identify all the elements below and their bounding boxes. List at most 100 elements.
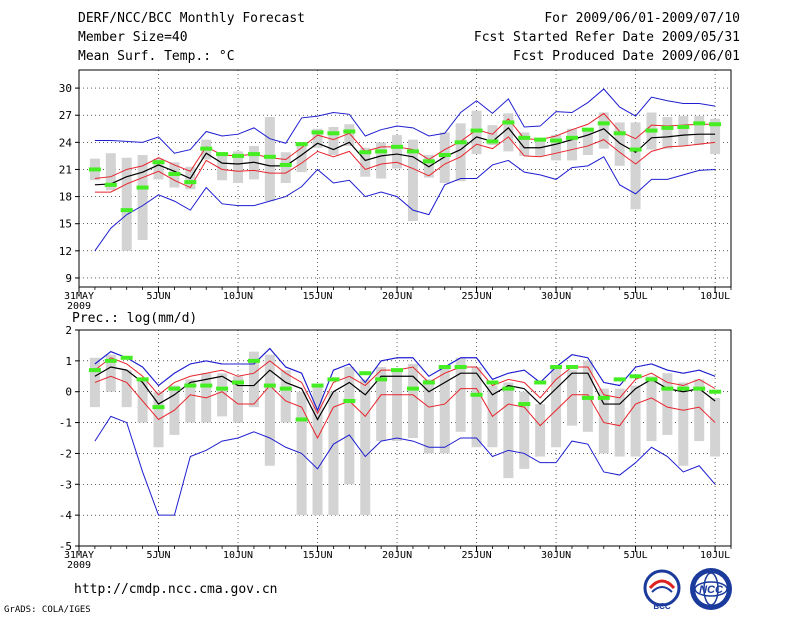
observation-mean-marker: [518, 135, 531, 140]
observation-mean-marker: [565, 135, 578, 140]
observation-mean-marker: [391, 368, 404, 373]
observation-mean-marker: [88, 368, 101, 373]
forecast-range-label: For 2009/06/01-2009/07/10: [544, 11, 740, 26]
lower-spread-line: [94, 375, 716, 440]
observation-range-bar: [535, 404, 546, 457]
observation-range-bar: [360, 147, 371, 177]
variable-label: Mean Surf. Temp.: °C: [78, 49, 235, 64]
observation-mean-marker: [454, 140, 467, 145]
observation-range-bar: [455, 357, 466, 432]
observation-mean-marker: [391, 144, 404, 149]
observation-mean-marker: [168, 386, 181, 391]
fcst-started-label: Fcst Started Refer Date 2009/05/31: [473, 30, 740, 45]
observation-mean-marker: [406, 386, 419, 391]
observation-mean-marker: [232, 153, 245, 158]
member-size-label: Member Size=40: [78, 30, 188, 45]
x-tick-label: 25JUN: [462, 291, 492, 302]
observation-range-bar: [423, 379, 434, 454]
observation-range-bar: [344, 124, 355, 146]
observation-range-bar: [614, 388, 625, 457]
y-tick-label: 9: [65, 272, 72, 285]
observation-mean-marker: [613, 377, 626, 382]
observation-range-bar: [662, 117, 673, 149]
y-tick-label: -3: [59, 478, 72, 491]
observation-range-bar: [360, 379, 371, 516]
observation-range-bar: [598, 112, 609, 149]
observation-mean-marker: [359, 150, 372, 155]
observation-range-bar: [678, 382, 689, 466]
observation-range-bar: [471, 367, 482, 448]
lower-spread-line: [94, 136, 716, 193]
observation-range-bar: [312, 385, 323, 516]
observation-range-bar: [105, 354, 116, 392]
observation-range-bar: [582, 127, 593, 155]
plot-frame: [78, 329, 732, 547]
observation-range-bar: [519, 132, 530, 156]
y-tick-label: 21: [59, 163, 72, 176]
x-tick-label: 30JUN: [541, 291, 571, 302]
observation-range-bar: [694, 379, 705, 442]
observation-mean-marker: [327, 131, 340, 136]
observation-mean-marker: [152, 160, 165, 165]
observation-mean-marker: [534, 137, 547, 142]
observation-range-bar: [217, 153, 228, 181]
observation-mean-marker: [661, 386, 674, 391]
observation-mean-marker: [343, 398, 356, 403]
ensemble-mean-line: [94, 366, 716, 421]
observation-range-bar: [455, 123, 466, 182]
observation-range-bar: [487, 125, 498, 146]
y-tick-label: 27: [59, 109, 72, 122]
observation-range-bar: [392, 135, 403, 169]
y-tick-label: 18: [59, 191, 72, 204]
observation-mean-marker: [200, 146, 213, 151]
observation-range-bar: [566, 370, 577, 426]
observation-mean-marker: [406, 149, 419, 154]
observation-mean-marker: [597, 121, 610, 126]
observation-mean-marker: [709, 389, 722, 394]
x-tick-label: 5JUN: [146, 291, 170, 302]
y-tick-label: 1: [65, 355, 72, 368]
observation-range-bar: [185, 379, 196, 423]
observation-range-bar: [137, 154, 148, 240]
observation-range-bar: [344, 367, 355, 485]
observation-mean-marker: [279, 162, 292, 167]
observation-range-bar: [392, 370, 403, 442]
observation-mean-marker: [311, 130, 324, 135]
observation-range-bar: [503, 382, 514, 479]
x-tick-year-label: 2009: [67, 560, 91, 571]
observation-mean-marker: [422, 159, 435, 164]
observation-range-bar: [328, 391, 339, 516]
x-tick-label: 10JUL: [700, 550, 730, 561]
y-tick-label: 2: [65, 324, 72, 337]
observation-range-bar: [376, 367, 387, 442]
plot-frame: [78, 69, 732, 288]
x-tick-label: 10JUN: [223, 291, 253, 302]
source-url[interactable]: http://cmdp.ncc.cma.gov.cn: [74, 582, 278, 597]
upper-spread-line: [94, 357, 716, 415]
observation-range-bar: [153, 158, 164, 180]
observation-mean-marker: [232, 380, 245, 385]
observation-range-bar: [121, 157, 132, 251]
observation-mean-marker: [486, 139, 499, 144]
observation-mean-marker: [470, 128, 483, 133]
x-tick-label: 20JUN: [382, 291, 412, 302]
observation-range-bar: [217, 373, 228, 417]
observation-mean-marker: [263, 154, 276, 159]
observation-mean-marker: [247, 152, 260, 157]
y-tick-label: -1: [59, 417, 72, 430]
y-tick-label: 12: [59, 245, 72, 258]
y-tick-label: 0: [65, 386, 72, 399]
observation-mean-marker: [104, 358, 117, 363]
observation-range-bar: [407, 139, 418, 221]
y-tick-label: -2: [59, 447, 72, 460]
x-tick-label: 5JUN: [146, 550, 170, 561]
observation-mean-marker: [327, 377, 340, 382]
observation-range-bar: [630, 385, 641, 457]
observation-range-bar: [614, 122, 625, 166]
x-tick-label: 15JUN: [302, 291, 332, 302]
observation-range-bar: [519, 391, 530, 469]
observation-mean-marker: [136, 185, 149, 190]
observation-mean-marker: [104, 182, 117, 187]
observation-range-bar: [312, 128, 323, 148]
